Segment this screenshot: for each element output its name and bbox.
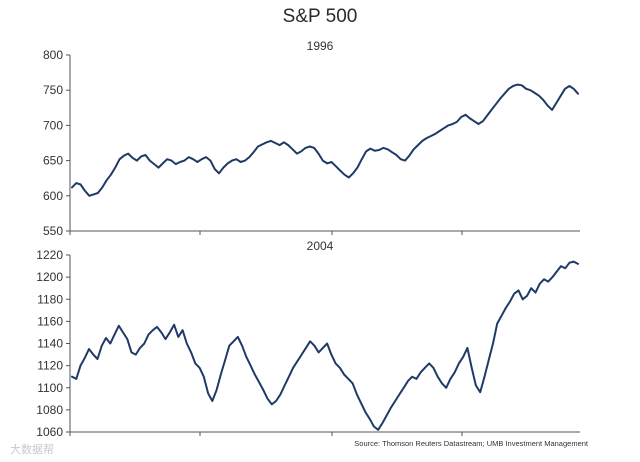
y-tick-label-1996-550: 550 bbox=[43, 224, 63, 238]
watermark-text: 大数据帮 bbox=[10, 444, 54, 456]
source-note: Source: Thomson Reuters Datastream; UMB … bbox=[354, 439, 588, 448]
series-line-1996 bbox=[71, 83, 579, 197]
y-tick-label-1996-700: 700 bbox=[43, 118, 63, 132]
chart-title: S&P 500 bbox=[282, 6, 358, 27]
chart-subtitle-2004: 2004 bbox=[306, 239, 334, 253]
y-tick-label-1996-800: 800 bbox=[43, 48, 63, 62]
series-line-2004 bbox=[71, 260, 579, 431]
y-tick-label-1996-600: 600 bbox=[43, 189, 63, 203]
y-tick-label-2004-1180: 1180 bbox=[37, 292, 63, 306]
y-tick-label-2004-1060: 1060 bbox=[36, 425, 63, 439]
chart-subtitle-1996: 1996 bbox=[306, 39, 334, 53]
y-tick-label-2004-1220: 1220 bbox=[36, 248, 63, 262]
y-tick-label-2004-1160: 1160 bbox=[37, 314, 63, 328]
y-tick-label-2004-1200: 1200 bbox=[36, 270, 63, 284]
y-tick-label-1996-750: 750 bbox=[43, 83, 63, 97]
y-tick-label-2004-1120: 1120 bbox=[37, 359, 63, 373]
y-tick-label-2004-1100: 1100 bbox=[37, 381, 63, 395]
y-tick-label-1996-650: 650 bbox=[43, 154, 63, 168]
y-tick-label-2004-1140: 1140 bbox=[37, 337, 63, 351]
y-tick-label-2004-1080: 1080 bbox=[36, 403, 63, 417]
